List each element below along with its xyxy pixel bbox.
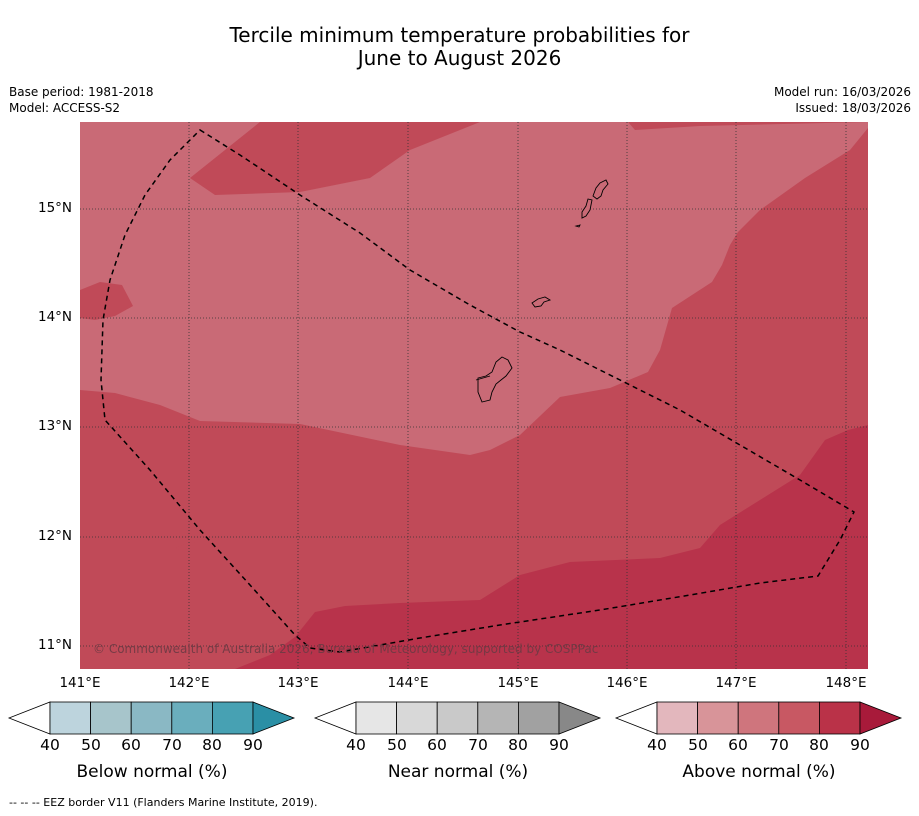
eez-legend-note: -- -- -- EEZ border V11 (Flanders Marine… <box>9 796 318 809</box>
colorbar-label-below: Below normal (%) <box>76 762 228 782</box>
lon-label-143e: 143°E <box>277 675 319 691</box>
issued-date: Issued: 18/03/2026 <box>795 101 911 115</box>
cb-near-tick-50: 50 <box>387 736 407 754</box>
guam-reef-line <box>475 375 491 381</box>
colorbar-segment <box>697 701 739 735</box>
colorbar-segment <box>656 701 698 735</box>
model-name: Model: ACCESS-S2 <box>9 101 121 115</box>
colorbar-below <box>7 701 296 735</box>
colorbar-above <box>614 701 903 735</box>
colorbar-segment <box>819 701 861 735</box>
cb-below-tick-80: 80 <box>202 736 222 754</box>
colorbar-segment <box>211 701 254 735</box>
lat-label-14n: 14°N <box>38 309 73 325</box>
region-80-90-east <box>235 425 868 669</box>
colorbar-segment <box>90 701 132 735</box>
island-tinian <box>581 198 593 219</box>
model-run: Model run: 16/03/2026 <box>773 85 911 99</box>
colorbar-segment <box>355 701 397 735</box>
map-title-line1: Tercile minimum temperature probabilitie… <box>229 23 690 47</box>
cb-above-tick-60: 60 <box>728 736 748 754</box>
colorbar-segment <box>436 701 479 735</box>
island-rota <box>531 296 552 308</box>
region-60-70 <box>80 122 868 455</box>
cb-above-tick-40: 40 <box>647 736 667 754</box>
cb-above-tick-90: 90 <box>850 736 870 754</box>
island-aguijan <box>574 224 581 228</box>
colorbar-extend-low <box>7 701 51 735</box>
cb-near-tick-80: 80 <box>508 736 528 754</box>
cb-below-tick-50: 50 <box>81 736 101 754</box>
cb-near-tick-70: 70 <box>468 736 488 754</box>
cb-above-tick-50: 50 <box>688 736 708 754</box>
colorbar-extend-high <box>252 701 296 735</box>
cb-below-tick-70: 70 <box>162 736 182 754</box>
colorbar-extend-low <box>614 701 658 735</box>
copyright-text: © Commonwealth of Australia 2026, Bureau… <box>93 642 598 656</box>
cb-below-tick-90: 90 <box>243 736 263 754</box>
lat-label-13n: 13°N <box>38 418 73 434</box>
cb-below-tick-40: 40 <box>40 736 60 754</box>
colorbar-label-near: Near normal (%) <box>387 762 529 782</box>
colorbar-near <box>313 701 602 735</box>
lon-label-142e: 142°E <box>168 675 210 691</box>
colorbar-extend-high <box>859 701 903 735</box>
cb-above-tick-70: 70 <box>769 736 789 754</box>
lon-label-141e: 141°E <box>59 675 101 691</box>
island-guam <box>477 356 513 403</box>
cb-near-tick-60: 60 <box>427 736 447 754</box>
colorbar-extend-low <box>313 701 357 735</box>
colorbar-segment <box>130 701 173 735</box>
colorbar-segment <box>737 701 780 735</box>
cb-near-tick-90: 90 <box>549 736 569 754</box>
lat-label-15n: 15°N <box>38 200 73 216</box>
colorbar-segment <box>518 701 560 735</box>
gridlines <box>80 122 868 669</box>
region-70-80-blob <box>80 282 133 320</box>
colorbar-segment <box>171 701 213 735</box>
colorbar-segment <box>477 701 519 735</box>
eez-border <box>100 129 855 653</box>
colorbar-segment <box>49 701 91 735</box>
base-period: Base period: 1981-2018 <box>9 85 154 99</box>
lat-label-11n: 11°N <box>38 637 73 653</box>
colorbar-extend-high <box>558 701 602 735</box>
region-70-80-small <box>175 542 222 554</box>
colorbar-label-above: Above normal (%) <box>682 762 836 782</box>
cb-below-tick-60: 60 <box>121 736 141 754</box>
island-saipan <box>592 179 609 200</box>
lon-label-147e: 147°E <box>715 675 757 691</box>
cb-above-tick-80: 80 <box>809 736 829 754</box>
lon-label-145e: 145°E <box>497 675 539 691</box>
colorbar-segment <box>778 701 820 735</box>
lon-label-148e: 148°E <box>825 675 867 691</box>
cb-near-tick-40: 40 <box>346 736 366 754</box>
colorbar-segment <box>396 701 438 735</box>
map-title-line2: June to August 2026 <box>357 46 562 70</box>
island-outlines <box>477 179 609 403</box>
lon-label-146e: 146°E <box>606 675 648 691</box>
lon-label-144e: 144°E <box>387 675 429 691</box>
lat-label-12n: 12°N <box>38 528 73 544</box>
